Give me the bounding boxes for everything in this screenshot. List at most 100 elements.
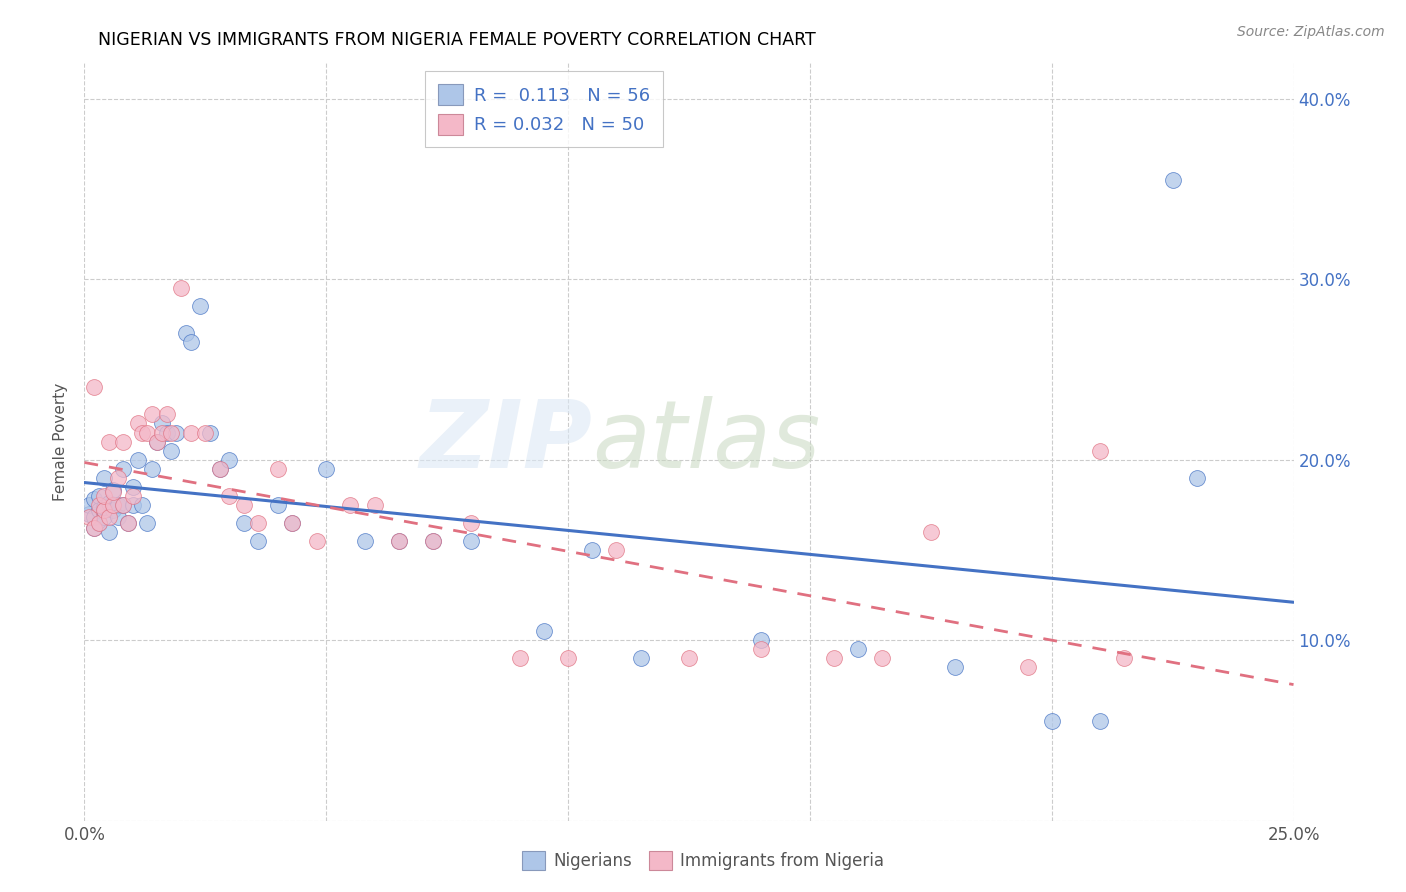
Point	[155, 408, 177, 422]
Point	[160, 443, 183, 458]
Point	[121, 498, 143, 512]
Point	[103, 498, 125, 512]
Point	[920, 524, 942, 539]
Point	[533, 624, 555, 639]
Point	[1017, 660, 1039, 674]
Point	[198, 425, 221, 440]
Point	[112, 434, 135, 449]
Point	[121, 489, 143, 503]
Point	[160, 425, 183, 440]
Point	[190, 299, 212, 313]
Point	[218, 452, 240, 467]
Point	[678, 651, 700, 665]
Point	[97, 434, 120, 449]
Point	[103, 503, 125, 517]
Point	[823, 651, 845, 665]
Point	[180, 335, 202, 350]
Legend: R =  0.113   N = 56, R = 0.032   N = 50: R = 0.113 N = 56, R = 0.032 N = 50	[425, 71, 662, 147]
Point	[93, 503, 115, 517]
Point	[509, 651, 531, 665]
Point	[87, 503, 110, 517]
Point	[103, 483, 125, 498]
Point	[174, 326, 197, 341]
Point	[83, 510, 105, 524]
Point	[107, 498, 129, 512]
Point	[581, 542, 603, 557]
Point	[136, 516, 159, 530]
Point	[112, 461, 135, 475]
Point	[131, 498, 153, 512]
Point	[87, 516, 110, 530]
Point	[194, 425, 217, 440]
Point	[846, 642, 869, 657]
Point	[1088, 443, 1111, 458]
Point	[112, 498, 135, 512]
Point	[281, 516, 304, 530]
Point	[354, 533, 377, 548]
Point	[87, 489, 110, 503]
Point	[422, 533, 444, 548]
Text: atlas: atlas	[592, 396, 821, 487]
Point	[127, 452, 149, 467]
Point	[131, 425, 153, 440]
Point	[208, 461, 231, 475]
Point	[605, 542, 627, 557]
Point	[117, 516, 139, 530]
Point	[751, 633, 773, 648]
Point	[170, 281, 193, 295]
Point	[150, 417, 173, 431]
Text: ZIP: ZIP	[419, 395, 592, 488]
Text: Source: ZipAtlas.com: Source: ZipAtlas.com	[1237, 25, 1385, 39]
Point	[77, 510, 100, 524]
Point	[1088, 714, 1111, 729]
Point	[146, 434, 169, 449]
Point	[872, 651, 894, 665]
Point	[77, 507, 100, 521]
Point	[1040, 714, 1063, 729]
Point	[77, 498, 100, 512]
Point	[943, 660, 966, 674]
Point	[751, 642, 773, 657]
Point	[557, 651, 579, 665]
Point	[1114, 651, 1136, 665]
Text: NIGERIAN VS IMMIGRANTS FROM NIGERIA FEMALE POVERTY CORRELATION CHART: NIGERIAN VS IMMIGRANTS FROM NIGERIA FEMA…	[98, 31, 815, 49]
Point	[117, 516, 139, 530]
Point	[630, 651, 652, 665]
Point	[165, 425, 187, 440]
Point	[267, 461, 290, 475]
Point	[103, 485, 125, 500]
Point	[112, 498, 135, 512]
Point	[339, 498, 361, 512]
Point	[267, 498, 290, 512]
Point	[281, 516, 304, 530]
Point	[460, 533, 482, 548]
Point	[97, 496, 120, 510]
Point	[141, 461, 163, 475]
Point	[83, 521, 105, 535]
Point	[93, 470, 115, 484]
Point	[155, 425, 177, 440]
Point	[247, 533, 270, 548]
Point	[127, 417, 149, 431]
Point	[1161, 173, 1184, 187]
Point	[233, 498, 256, 512]
Point	[363, 498, 385, 512]
Point	[93, 510, 115, 524]
Point	[233, 516, 256, 530]
Point	[388, 533, 411, 548]
Point	[93, 489, 115, 503]
Point	[107, 470, 129, 484]
Point	[136, 425, 159, 440]
Point	[107, 510, 129, 524]
Point	[141, 408, 163, 422]
Point	[388, 533, 411, 548]
Point	[305, 533, 328, 548]
Legend: Nigerians, Immigrants from Nigeria: Nigerians, Immigrants from Nigeria	[515, 844, 891, 877]
Point	[247, 516, 270, 530]
Point	[460, 516, 482, 530]
Point	[315, 461, 337, 475]
Point	[146, 434, 169, 449]
Point	[93, 500, 115, 514]
Point	[180, 425, 202, 440]
Point	[87, 498, 110, 512]
